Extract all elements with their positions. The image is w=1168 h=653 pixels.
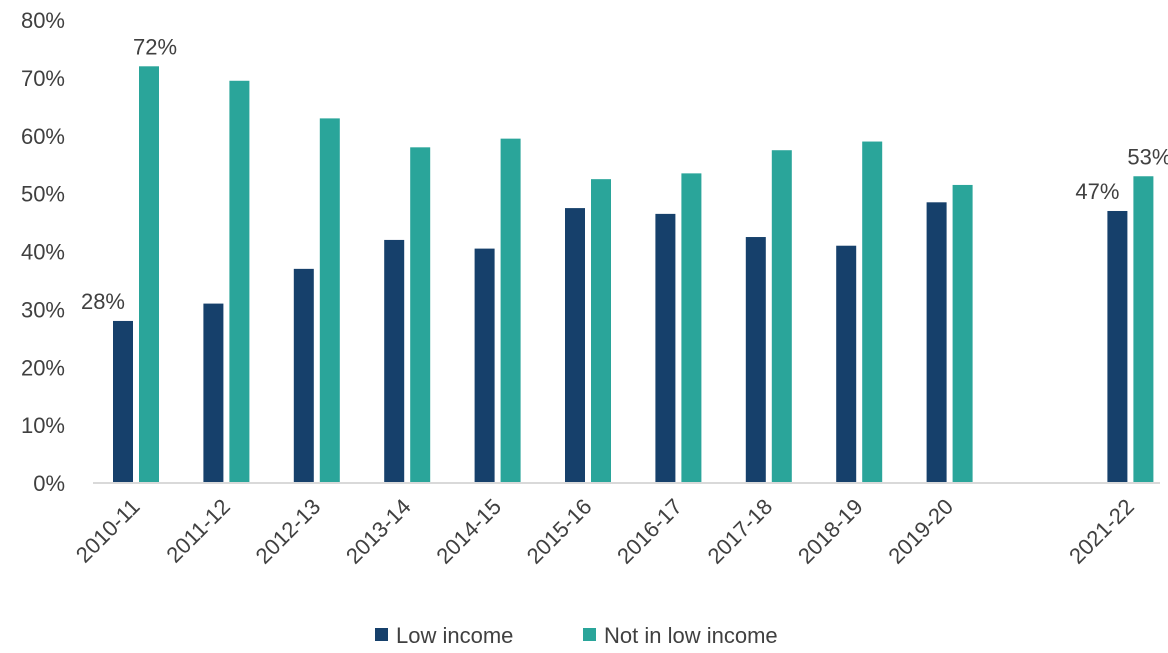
y-tick-label: 10% [21,413,65,438]
x-axis: 2010-11 2011-12 2012-13 2013-14 2014-15 2015-… [71,494,1139,569]
data-labels: 28% 72% 47% 53% [81,34,1168,314]
x-tick-label: 2019-20 [883,494,958,569]
legend-label-low-income: Low income [396,623,513,648]
y-tick-label: 30% [21,297,65,322]
y-tick-label: 80% [21,8,65,33]
bar-low-income-2011-12 [203,303,224,483]
x-tick-label: 2021-22 [1064,494,1139,569]
bars [113,66,1154,484]
x-tick-label: 2012-13 [251,494,326,569]
x-tick-label: 2014-15 [431,494,506,569]
data-label: 47% [1075,179,1119,204]
bar-low-income-2018-19 [836,245,857,483]
bar-not-in-low-income-2017-18 [771,150,792,483]
y-tick-label: 60% [21,124,65,149]
y-tick-label: 20% [21,355,65,380]
y-tick-label: 40% [21,240,65,265]
bar-low-income-2015-16 [565,208,585,483]
x-tick-label: 2017-18 [703,494,778,569]
bar-low-income-2010-11 [113,320,133,483]
x-tick-label: 2013-14 [341,494,416,569]
bar-not-in-low-income-2015-16 [591,179,611,483]
legend-label-not-in-low-income: Not in low income [604,623,778,648]
data-label: 72% [133,34,177,59]
bar-not-in-low-income-2010-11 [139,66,159,484]
legend: Low income Not in low income [375,623,778,648]
bar-low-income-2012-13 [293,268,314,483]
bar-not-in-low-income-2019-20 [952,184,973,483]
data-label: 28% [81,289,125,314]
bar-not-in-low-income-2014-15 [500,138,521,484]
bar-not-in-low-income-2012-13 [319,118,340,483]
bar-not-in-low-income-2018-19 [862,141,883,483]
y-tick-label: 0% [33,471,65,496]
x-tick-label: 2010-11 [71,494,145,568]
bar-low-income-2013-14 [384,239,405,483]
bar-low-income-2021-22 [1107,210,1128,484]
x-tick-label: 2011-12 [161,494,235,568]
y-axis: 0% 10% 20% 30% 40% 50% 60% 70% 80% [21,8,65,496]
x-tick-label: 2018-19 [793,494,868,569]
bar-low-income-2019-20 [926,202,947,483]
y-tick-label: 70% [21,66,65,91]
bar-not-in-low-income-2013-14 [410,147,431,483]
legend-swatch-low-income [375,628,388,641]
y-tick-label: 50% [21,182,65,207]
legend-swatch-not-in-low-income [583,628,596,641]
data-label: 53% [1127,144,1168,169]
bar-low-income-2016-17 [655,213,676,483]
x-tick-label: 2016-17 [612,494,687,569]
bar-low-income-2014-15 [474,248,495,483]
bar-not-in-low-income-2011-12 [229,80,250,484]
x-tick-label: 2015-16 [522,494,597,569]
bar-not-in-low-income-2016-17 [681,173,702,483]
bar-not-in-low-income-2021-22 [1133,176,1154,483]
bar-low-income-2017-18 [745,237,766,483]
